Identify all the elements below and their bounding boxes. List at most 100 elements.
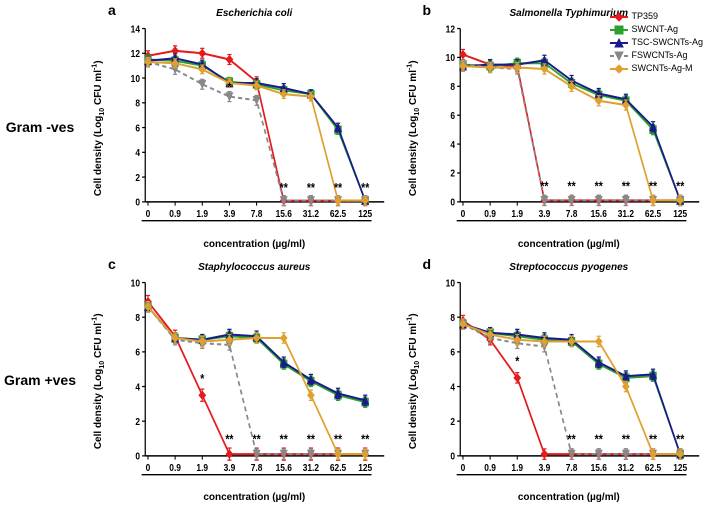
svg-text:**: ** <box>361 182 370 195</box>
legend-label: SWCNTs-Ag-M <box>632 62 693 75</box>
svg-text:1.9: 1.9 <box>196 208 208 219</box>
svg-text:0.9: 0.9 <box>484 462 496 473</box>
svg-text:**: ** <box>567 181 576 194</box>
row-label-gram-neg: Gram -ves <box>0 0 80 254</box>
svg-text:**: ** <box>648 181 657 194</box>
svg-text:7.8: 7.8 <box>565 208 577 219</box>
svg-text:*: * <box>515 355 520 368</box>
panel-a: a Cell density (Log10 CFU ml-1) Escheric… <box>80 0 395 254</box>
panel-d: d Cell density (Log10 CFU ml-1) Streptoc… <box>395 254 709 507</box>
svg-text:**: ** <box>280 433 289 446</box>
legend-label: SWCNT-Ag <box>632 23 679 36</box>
legend-swatch <box>610 29 628 31</box>
legend-item: SWCNT-Ag <box>610 23 704 36</box>
svg-text:31.2: 31.2 <box>617 208 633 219</box>
legend-swatch <box>610 68 628 70</box>
legend-item: FSWCNTs-Ag <box>610 49 704 62</box>
svg-text:**: ** <box>567 433 576 446</box>
svg-text:3.9: 3.9 <box>224 208 236 219</box>
legend-item: TSC-SWCNTs-Ag <box>610 36 704 49</box>
chart-svg: 024681000.91.93.97.815.631.262.5125*****… <box>433 275 706 489</box>
svg-text:15.6: 15.6 <box>276 462 292 473</box>
svg-text:0: 0 <box>460 208 465 219</box>
legend-swatch <box>610 42 628 44</box>
svg-text:7.8: 7.8 <box>251 462 263 473</box>
svg-text:**: ** <box>225 433 234 446</box>
x-axis-label: concentration (µg/ml) <box>118 492 391 503</box>
svg-text:10: 10 <box>445 53 454 64</box>
svg-text:**: ** <box>621 181 630 194</box>
panel-title: Escherichia coli <box>118 8 391 19</box>
svg-text:125: 125 <box>673 462 687 473</box>
svg-text:**: ** <box>676 433 685 446</box>
y-axis-label: Cell density (Log10 CFU ml-1) <box>92 329 106 449</box>
svg-text:**: ** <box>648 433 657 446</box>
svg-text:8: 8 <box>135 98 140 109</box>
svg-text:8: 8 <box>450 312 455 323</box>
legend-item: TP359 <box>610 10 704 23</box>
svg-text:0: 0 <box>460 462 465 473</box>
y-axis-label: Cell density (Log10 CFU ml-1) <box>406 76 420 196</box>
svg-text:**: ** <box>621 433 630 446</box>
x-axis-label: concentration (µg/ml) <box>433 239 706 250</box>
svg-text:4: 4 <box>450 139 455 150</box>
svg-text:**: ** <box>334 433 343 446</box>
row-labels: Gram -ves Gram +ves <box>0 0 80 507</box>
svg-text:0: 0 <box>146 462 151 473</box>
svg-text:125: 125 <box>358 462 372 473</box>
svg-text:62.5: 62.5 <box>330 462 346 473</box>
svg-text:6: 6 <box>135 346 140 357</box>
svg-text:62.5: 62.5 <box>644 208 660 219</box>
svg-text:15.6: 15.6 <box>590 208 606 219</box>
svg-text:4: 4 <box>450 381 455 392</box>
panel-title: Streptococcus pyogenes <box>433 262 706 273</box>
svg-text:**: ** <box>594 433 603 446</box>
svg-text:125: 125 <box>358 208 372 219</box>
svg-text:7.8: 7.8 <box>565 462 577 473</box>
svg-text:2: 2 <box>135 416 140 427</box>
x-axis-label: concentration (µg/ml) <box>433 492 706 503</box>
svg-text:8: 8 <box>135 312 140 323</box>
svg-text:7.8: 7.8 <box>251 208 263 219</box>
svg-text:4: 4 <box>135 147 140 158</box>
svg-text:**: ** <box>253 433 262 446</box>
svg-text:62.5: 62.5 <box>330 208 346 219</box>
x-axis-label: concentration (µg/ml) <box>118 239 391 250</box>
svg-text:3.9: 3.9 <box>224 462 236 473</box>
y-axis-label: Cell density (Log10 CFU ml-1) <box>92 76 106 196</box>
svg-text:2: 2 <box>450 168 455 179</box>
svg-text:4: 4 <box>135 381 140 392</box>
legend: TP359SWCNT-AgTSC-SWCNTs-AgFSWCNTs-AgSWCN… <box>610 10 704 75</box>
svg-text:**: ** <box>361 433 370 446</box>
svg-text:6: 6 <box>450 346 455 357</box>
row-label-gram-pos: Gram +ves <box>0 254 80 507</box>
svg-text:10: 10 <box>445 277 454 288</box>
panel-grid: a Cell density (Log10 CFU ml-1) Escheric… <box>80 0 709 507</box>
svg-text:0.9: 0.9 <box>169 462 181 473</box>
svg-text:1.9: 1.9 <box>511 462 523 473</box>
svg-text:15.6: 15.6 <box>590 462 606 473</box>
legend-label: TSC-SWCNTs-Ag <box>632 36 704 49</box>
svg-text:10: 10 <box>131 73 140 84</box>
svg-text:**: ** <box>676 181 685 194</box>
svg-text:1.9: 1.9 <box>196 462 208 473</box>
svg-text:**: ** <box>594 181 603 194</box>
svg-text:*: * <box>200 373 205 386</box>
svg-text:3.9: 3.9 <box>538 208 550 219</box>
legend-item: SWCNTs-Ag-M <box>610 62 704 75</box>
svg-text:0.9: 0.9 <box>169 208 181 219</box>
svg-text:14: 14 <box>131 24 141 35</box>
chart-svg: 024681000.91.93.97.815.631.262.5125*****… <box>118 275 391 489</box>
legend-swatch <box>610 16 628 18</box>
svg-text:8: 8 <box>450 81 455 92</box>
svg-text:1.9: 1.9 <box>511 208 523 219</box>
legend-label: FSWCNTs-Ag <box>632 49 688 62</box>
svg-text:0: 0 <box>135 197 140 208</box>
svg-text:31.2: 31.2 <box>617 462 633 473</box>
svg-text:6: 6 <box>135 123 140 134</box>
svg-text:0: 0 <box>135 450 140 461</box>
svg-text:**: ** <box>307 433 316 446</box>
legend-label: TP359 <box>632 10 659 23</box>
figure-container: Gram -ves Gram +ves a Cell density (Log1… <box>0 0 709 507</box>
svg-text:2: 2 <box>135 172 140 183</box>
